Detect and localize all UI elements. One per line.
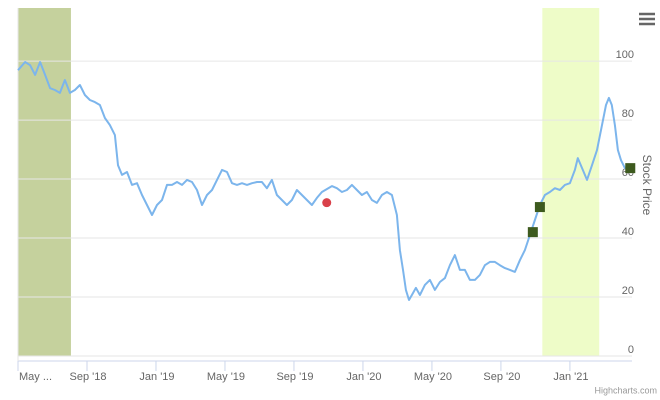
x-tick-label: Sep '18 <box>70 371 107 383</box>
y-tick-label: 100 <box>616 49 634 61</box>
y-tick-label: 40 <box>622 226 634 238</box>
event-marker <box>527 227 538 238</box>
plot-band <box>18 8 71 356</box>
menu-button[interactable] <box>636 9 658 29</box>
y-tick-label: 0 <box>628 344 634 356</box>
event-marker <box>625 163 636 174</box>
event-marker <box>322 198 332 208</box>
x-tick-label: Jan '20 <box>346 371 381 383</box>
y-axis-title: Stock Price <box>640 155 654 216</box>
x-tick-label: Jan '19 <box>139 371 174 383</box>
credits[interactable]: Highcharts.com <box>594 385 657 395</box>
y-tick-label: 80 <box>622 108 634 120</box>
event-marker <box>534 202 545 213</box>
price-line <box>17 61 631 301</box>
x-tick-label: Sep '19 <box>276 371 313 383</box>
x-tick-label: Sep '20 <box>483 371 520 383</box>
x-tick-label: May '20 <box>414 371 452 383</box>
x-tick-label: May ... <box>19 371 52 383</box>
x-tick-label: May '19 <box>207 371 245 383</box>
y-tick-label: 20 <box>622 285 634 297</box>
x-tick-label: Jan '21 <box>553 371 588 383</box>
